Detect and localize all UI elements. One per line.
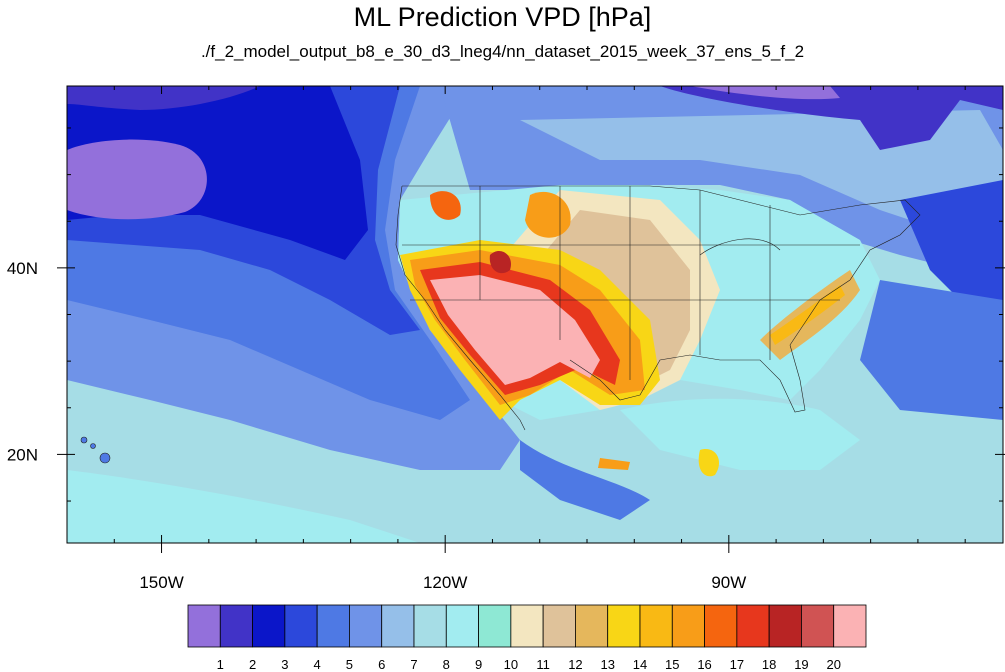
colorbar-label: 17 (730, 657, 744, 672)
colorbar-label: 12 (568, 657, 582, 672)
colorbar-label: 6 (378, 657, 385, 672)
lon-tick-label: 150W (139, 573, 183, 592)
colorbar-label: 8 (443, 657, 450, 672)
hudson-bay-patch (660, 86, 1003, 150)
political-boundaries (395, 185, 921, 431)
colorbar-label: 14 (633, 657, 647, 672)
atlantic-band-5 (860, 280, 1003, 420)
colorbar-swatch (768, 604, 802, 648)
lon-tick-label: 120W (423, 573, 467, 592)
colorbar-swatch (607, 604, 641, 648)
atlantic-band-4 (900, 180, 1003, 310)
colorbar-label: 4 (314, 657, 321, 672)
colorbar-swatch (736, 604, 770, 648)
colorbar-swatch (704, 604, 738, 648)
colorbar-label: 3 (281, 657, 288, 672)
colorbar-label: 9 (475, 657, 482, 672)
colorbar-label: 19 (794, 657, 808, 672)
colorbar-label: 1 (217, 657, 224, 672)
pnw-hotspot (430, 191, 461, 220)
colorbar-swatch (252, 604, 286, 648)
lon-tick-label: 90W (711, 573, 746, 592)
latitude-axis: 40N 20N (7, 127, 1005, 502)
mexico-south-patch (598, 458, 630, 470)
colorbar-label: 7 (410, 657, 417, 672)
vpd-field-layer (67, 86, 1003, 543)
colorbar-swatch (413, 604, 447, 648)
colorbar-label: 13 (600, 657, 614, 672)
colorbar-label: 18 (762, 657, 776, 672)
chart-subtitle: ./f_2_model_output_b8_e_30_d3_lneg4/nn_d… (200, 42, 805, 61)
chart-title: ML Prediction VPD [hPa] (353, 2, 652, 32)
colorbar-swatch (575, 604, 609, 648)
colorbar-label: 16 (697, 657, 711, 672)
colorbar-swatch (187, 604, 221, 648)
idaho-hotspot (525, 191, 571, 238)
colorbar-label: 15 (665, 657, 679, 672)
colorbar-label: 2 (249, 657, 256, 672)
south-pacific-band (67, 470, 420, 543)
hawaii-islands (80, 436, 111, 464)
nevada-hotspot (489, 250, 511, 274)
southwest-band-20 (430, 275, 600, 385)
gulf-alaska-patch (67, 86, 260, 110)
colorbar-swatch (284, 604, 318, 648)
arctic-patch (690, 86, 840, 100)
colorbar-swatch (381, 604, 415, 648)
colorbar-label: 11 (536, 657, 550, 672)
lat-tick-label: 40N (7, 259, 38, 278)
colorbar-swatch (219, 604, 253, 648)
colorbar-swatch (671, 604, 705, 648)
colorbar-swatch (445, 604, 479, 648)
colorbar-swatch (639, 604, 673, 648)
pacific-low-patch (67, 139, 207, 220)
mexico-coast-band (520, 440, 650, 520)
colorbar-swatch (478, 604, 512, 648)
colorbar-label: 5 (346, 657, 353, 672)
colorbar-swatch (833, 604, 867, 648)
pacific-band-3 (67, 86, 368, 260)
colorbar-swatch (510, 604, 544, 648)
gulf-band-9 (620, 398, 860, 470)
colorbar-label: 10 (504, 657, 518, 672)
colorbar-swatch (542, 604, 576, 648)
colorbar-swatch (316, 604, 350, 648)
lat-tick-label: 20N (7, 445, 38, 464)
colorbar-swatch (801, 604, 835, 648)
colorbar-swatch (349, 604, 383, 648)
colorbar: 1 2 3 4 5 6 7 8 9 10 11 12 13 14 15 16 17 18 19 20 (187, 604, 867, 672)
longitude-axis: 150W 120W 90W (113, 86, 966, 592)
yucatan-patch (698, 449, 720, 477)
colorbar-label: 20 (826, 657, 840, 672)
